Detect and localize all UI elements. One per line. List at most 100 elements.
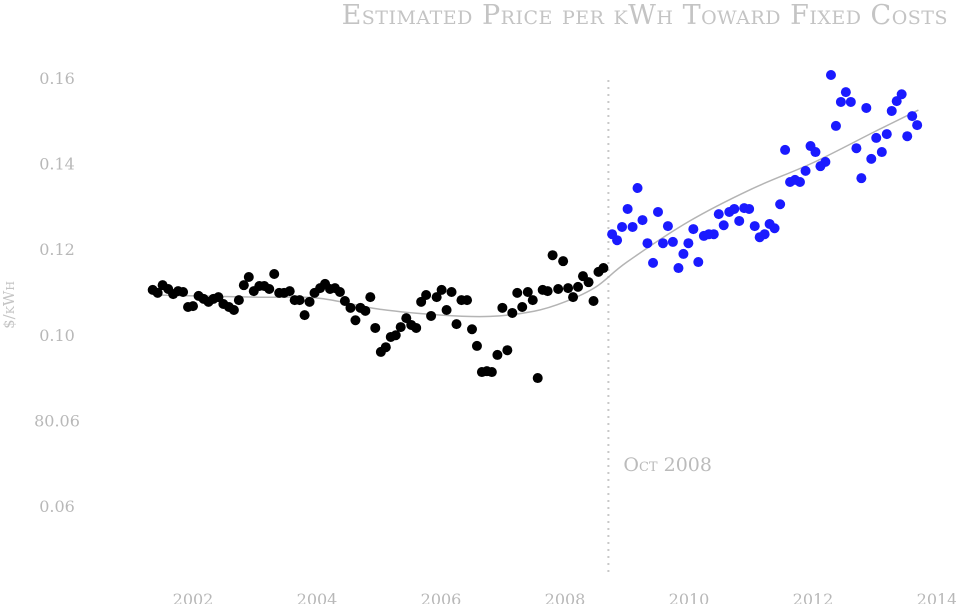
data-point-post-oct-2008 [825,70,836,81]
data-point-pre-oct-2008 [365,292,376,303]
data-point-pre-oct-2008 [547,250,558,261]
data-point-post-oct-2008 [775,199,786,210]
data-point-pre-oct-2008 [507,307,518,318]
data-point-pre-oct-2008 [563,283,574,294]
data-point-pre-oct-2008 [583,277,594,288]
data-point-pre-oct-2008 [188,301,198,312]
data-point-pre-oct-2008 [502,345,513,356]
data-point-pre-oct-2008 [497,302,508,313]
data-point-post-oct-2008 [667,236,678,247]
data-point-post-oct-2008 [708,229,719,240]
data-point-post-oct-2008 [653,206,663,217]
x-tick-label: 2002 [173,590,214,604]
data-point-pre-oct-2008 [228,304,239,315]
data-point-pre-oct-2008 [527,295,538,306]
data-point-pre-oct-2008 [380,342,391,353]
data-point-pre-oct-2008 [345,302,356,313]
data-point-post-oct-2008 [881,129,892,140]
data-point-pre-oct-2008 [243,272,254,283]
data-point-pre-oct-2008 [269,269,280,280]
data-point-pre-oct-2008 [299,310,310,321]
x-tick-label: 2004 [297,590,338,604]
data-point-post-oct-2008 [744,203,755,214]
data-point-pre-oct-2008 [568,292,579,303]
data-point-pre-oct-2008 [451,319,462,330]
data-point-pre-oct-2008 [598,263,609,274]
y-tick-label: 0.14 [39,155,75,174]
y-tick-label: 0.16 [39,69,75,88]
chart-title: Estimated Price per kWh Toward Fixed Cos… [342,0,948,31]
data-point-post-oct-2008 [876,147,887,158]
data-point-post-oct-2008 [810,147,821,158]
data-point-pre-oct-2008 [238,280,249,291]
data-point-post-oct-2008 [683,238,694,249]
data-point-pre-oct-2008 [441,304,452,315]
data-point-post-oct-2008 [657,238,668,249]
data-point-pre-oct-2008 [512,287,523,298]
data-point-pre-oct-2008 [486,367,497,378]
data-point-pre-oct-2008 [411,322,422,333]
x-tick-label: 2014 [917,590,956,604]
data-point-pre-oct-2008 [334,287,345,297]
data-point-post-oct-2008 [912,120,923,131]
data-point-post-oct-2008 [734,215,745,226]
data-point-pre-oct-2008 [436,284,447,295]
data-point-post-oct-2008 [662,221,673,232]
data-point-pre-oct-2008 [178,287,189,297]
data-point-post-oct-2008 [759,229,770,240]
data-point-pre-oct-2008 [395,322,406,333]
data-point-post-oct-2008 [769,223,780,234]
data-point-post-oct-2008 [713,209,724,220]
data-point-pre-oct-2008 [370,322,381,333]
data-point-post-oct-2008 [886,105,897,116]
data-point-post-oct-2008 [840,87,851,98]
data-point-post-oct-2008 [627,221,638,232]
data-point-pre-oct-2008 [467,324,477,335]
data-point-pre-oct-2008 [294,295,305,306]
data-point-post-oct-2008 [749,221,760,232]
y-axis-label: $/kWh [0,281,18,329]
data-point-post-oct-2008 [632,182,643,193]
y-tick-label: 0.12 [39,240,75,259]
data-point-post-oct-2008 [693,257,704,268]
x-tick-label: 2012 [793,590,834,604]
data-point-pre-oct-2008 [446,287,457,297]
trend-line [155,109,919,318]
x-axis-ticks: 2002 2004 2006 2008 2010 2012 2014 [173,590,956,604]
x-tick-label: 2010 [669,590,710,604]
annotation-label: Oct 2008 [623,454,712,476]
data-point-pre-oct-2008 [558,256,569,267]
y-axis-ticks: 0.16 0.14 0.12 0.10 80.06 0.06 [34,69,80,516]
data-point-pre-oct-2008 [542,286,553,297]
data-point-post-oct-2008 [729,203,740,214]
data-point-post-oct-2008 [648,257,659,268]
data-point-post-oct-2008 [794,177,805,188]
data-point-post-oct-2008 [866,153,877,164]
data-point-post-oct-2008 [896,89,907,100]
data-point-pre-oct-2008 [462,295,473,306]
data-point-pre-oct-2008 [233,295,244,306]
data-point-pre-oct-2008 [573,281,584,292]
data-point-post-oct-2008 [642,238,653,249]
data-point-post-oct-2008 [902,131,913,142]
data-point-post-oct-2008 [845,96,856,107]
data-point-pre-oct-2008 [532,373,543,384]
y-tick-label: 0.10 [39,326,75,345]
data-point-post-oct-2008 [678,248,689,259]
data-point-post-oct-2008 [612,235,623,246]
data-point-pre-oct-2008 [426,310,437,321]
data-point-pre-oct-2008 [492,349,503,360]
data-point-pre-oct-2008 [421,289,432,300]
data-point-post-oct-2008 [907,111,918,122]
data-point-post-oct-2008 [673,263,684,274]
data-point-pre-oct-2008 [588,295,599,306]
data-point-pre-oct-2008 [304,296,315,307]
data-point-post-oct-2008 [820,156,831,167]
data-point-pre-oct-2008 [339,295,350,306]
data-points [147,70,923,384]
data-point-pre-oct-2008 [517,301,528,312]
data-point-post-oct-2008 [835,96,846,107]
data-point-post-oct-2008 [622,203,633,214]
data-point-pre-oct-2008 [360,305,371,316]
